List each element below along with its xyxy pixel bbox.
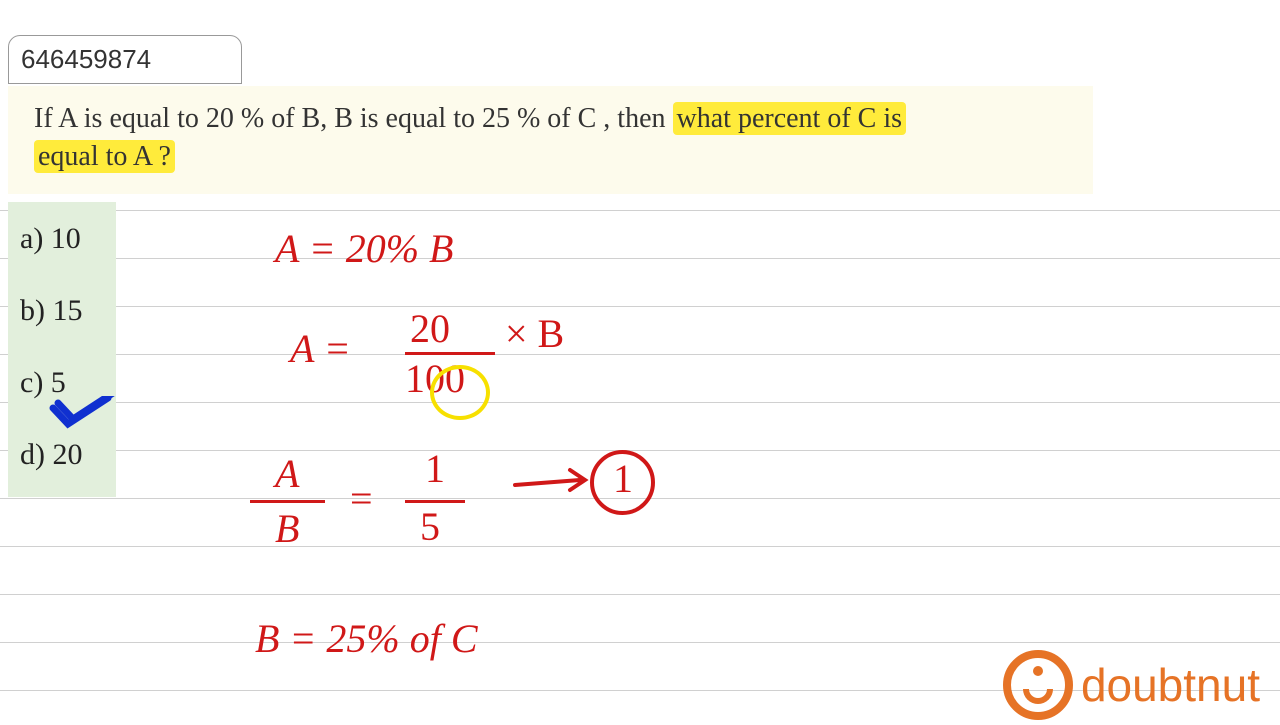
hw-line2-right: × B <box>505 310 564 357</box>
answer-options: a) 10 b) 15 c) 5 d) 20 <box>8 202 116 497</box>
q-mid1: of B, B is equal to <box>264 103 482 134</box>
q-pct2: 25 % <box>482 103 540 134</box>
hw-line3-1: 1 <box>425 445 445 492</box>
q-mid2: of C , then <box>540 103 672 134</box>
hw-line3-5: 5 <box>420 503 440 550</box>
q-prefix: If A is equal to <box>34 103 206 134</box>
option-b[interactable]: b) 15 <box>20 294 106 328</box>
yellow-highlight-circle <box>430 365 490 420</box>
logo-text: doubtnut <box>1081 658 1260 712</box>
hw-line3-eq: = <box>350 475 373 522</box>
hw-line4: B = 25% of C <box>255 615 478 662</box>
option-d[interactable]: d) 20 <box>20 438 106 472</box>
hw-line2-num: 20 <box>410 305 450 352</box>
hw-arrow-icon <box>510 465 600 505</box>
question-id: 646459874 <box>8 35 242 84</box>
check-icon <box>48 396 120 432</box>
option-c-label: c) 5 <box>20 366 66 399</box>
hw-line2-left: A = <box>290 325 351 372</box>
option-c[interactable]: c) 5 <box>20 366 106 400</box>
logo-icon <box>1003 650 1073 720</box>
option-a[interactable]: a) 10 <box>20 222 106 256</box>
hw-line3-circ: 1 <box>613 455 633 502</box>
hw-line3-fracline-left <box>250 500 325 503</box>
hw-line3-A: A <box>275 450 299 497</box>
hw-line1: A = 20% B <box>275 225 453 272</box>
question-text: If A is equal to 20 % of B, B is equal t… <box>8 86 1093 194</box>
q-highlight1: what percent of C is <box>673 102 907 135</box>
q-highlight2: equal to A ? <box>34 140 175 173</box>
doubtnut-logo: doubtnut <box>1003 650 1260 720</box>
hw-line3-B: B <box>275 505 299 552</box>
q-pct1: 20 % <box>206 103 264 134</box>
